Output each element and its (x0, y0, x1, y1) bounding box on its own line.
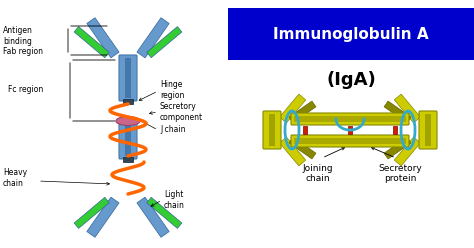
FancyBboxPatch shape (119, 55, 137, 101)
Text: Hinge
region: Hinge region (160, 80, 184, 100)
FancyBboxPatch shape (419, 111, 437, 149)
Bar (384, 101, 411, 123)
Bar (74, 197, 109, 228)
Text: Fc region: Fc region (8, 86, 43, 94)
Ellipse shape (116, 117, 140, 125)
FancyBboxPatch shape (228, 8, 474, 60)
Bar (123, 157, 133, 162)
Bar (289, 101, 316, 123)
Bar (348, 126, 352, 134)
Bar (147, 197, 182, 228)
Text: Heavy
chain: Heavy chain (3, 168, 27, 188)
Bar (294, 116, 406, 122)
Bar (87, 197, 119, 237)
Bar (294, 138, 406, 144)
Bar (147, 27, 182, 58)
Bar (303, 126, 307, 134)
Bar (393, 126, 397, 134)
Text: Immunoglobulin A: Immunoglobulin A (273, 27, 429, 41)
Bar (125, 58, 131, 98)
Bar (87, 18, 119, 58)
Bar (394, 137, 420, 166)
Bar (280, 137, 306, 166)
Bar (137, 18, 169, 58)
Bar (123, 99, 133, 104)
FancyBboxPatch shape (291, 113, 409, 125)
Bar (269, 114, 275, 146)
Bar (425, 114, 431, 146)
Bar (137, 197, 169, 237)
Bar (280, 94, 306, 123)
Text: Antigen
binding
Fab region: Antigen binding Fab region (3, 26, 43, 56)
Bar (289, 137, 316, 159)
FancyBboxPatch shape (119, 122, 137, 159)
Bar (394, 94, 420, 123)
Text: Joining
chain: Joining chain (303, 164, 333, 184)
Bar (125, 125, 131, 156)
Text: Light
chain: Light chain (164, 190, 185, 210)
Text: (IgA): (IgA) (326, 71, 376, 89)
Bar (74, 27, 109, 58)
FancyBboxPatch shape (263, 111, 281, 149)
Text: Secretory
component: Secretory component (160, 102, 203, 122)
Text: Secretory
protein: Secretory protein (378, 164, 422, 184)
Bar (384, 137, 411, 159)
FancyBboxPatch shape (291, 135, 409, 147)
Text: J chain: J chain (160, 125, 185, 134)
